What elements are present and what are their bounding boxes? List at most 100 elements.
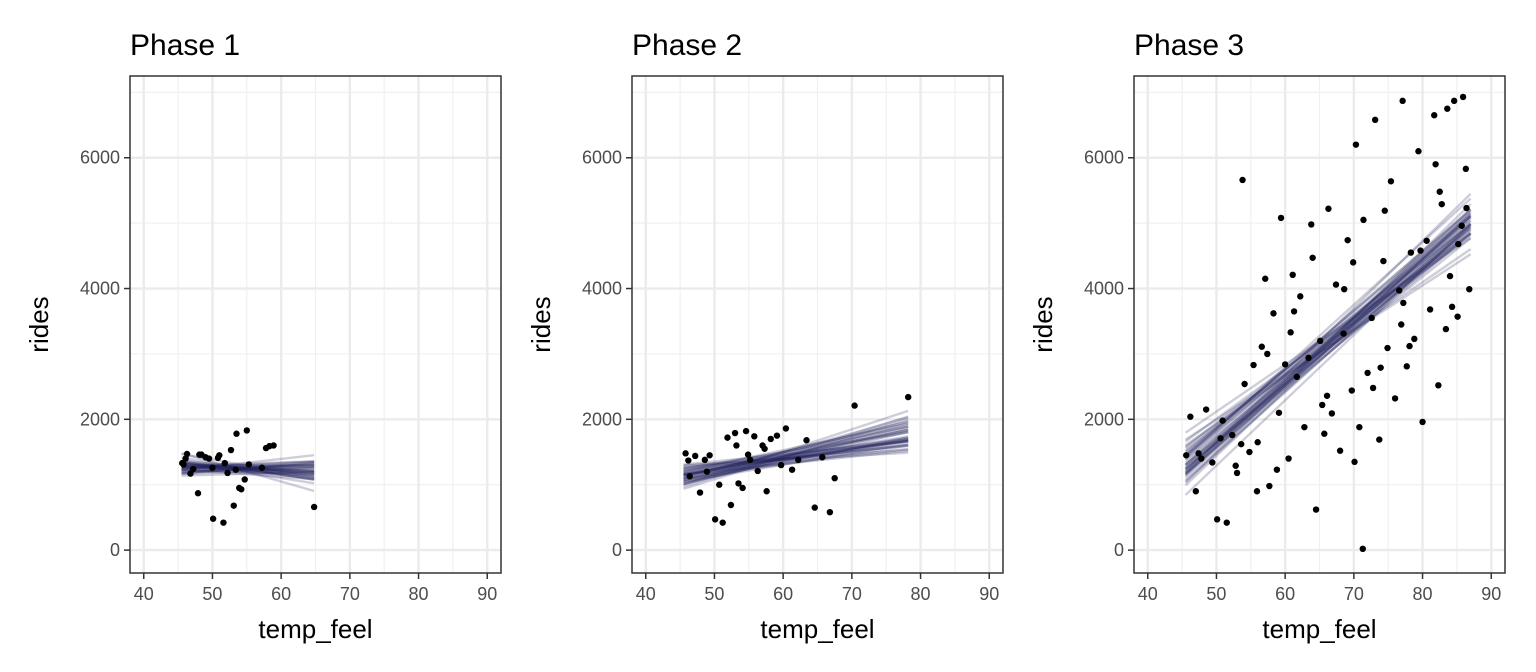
data-point: [1319, 401, 1326, 409]
data-point: [1399, 97, 1406, 105]
data-point: [703, 468, 711, 475]
data-point: [1340, 330, 1347, 337]
data-point: [754, 467, 761, 475]
data-point: [1463, 204, 1470, 212]
data-point: [1275, 409, 1283, 416]
fit-line: [683, 444, 909, 471]
fit-line: [181, 466, 315, 476]
data-point: [733, 442, 740, 449]
data-point: [182, 455, 189, 462]
data-point: [1305, 354, 1312, 362]
fit-line: [1184, 227, 1472, 458]
fit-line: [181, 463, 315, 473]
y-tick-label: 4000: [1084, 279, 1124, 299]
y-tick-label: 0: [1114, 540, 1124, 560]
data-point: [221, 459, 229, 467]
fit-line: [181, 465, 315, 471]
data-point: [831, 474, 838, 482]
data-point: [1432, 161, 1439, 168]
data-point: [194, 490, 202, 497]
fit-line: [1184, 216, 1472, 472]
fit-line: [1184, 213, 1472, 470]
data-point: [1455, 240, 1462, 248]
y-tick-label: 2000: [1084, 409, 1124, 429]
fit-line: [1184, 234, 1472, 452]
x-axis-title: temp_feel: [1262, 614, 1376, 644]
y-tick-label: 2000: [80, 409, 120, 429]
phase-2-panel: Phase 2 40 50 60 70 80 90 0 2000 4000 6000 temp_fee…: [526, 29, 1004, 644]
data-point: [716, 481, 723, 488]
fit-line: [1184, 231, 1472, 467]
fit-line: [683, 435, 909, 476]
data-point: [719, 519, 726, 526]
data-point: [1316, 337, 1324, 345]
data-point: [238, 486, 245, 493]
data-point: [270, 442, 277, 449]
fit-line: [1184, 224, 1472, 470]
fit-line: [683, 449, 909, 476]
data-point: [1462, 165, 1470, 173]
fit-line: [181, 463, 315, 473]
data-point: [711, 516, 719, 523]
data-point: [1229, 431, 1236, 439]
fit-line: [181, 464, 315, 478]
data-point: [1380, 257, 1387, 265]
fit-line: [181, 466, 315, 470]
data-point: [777, 461, 785, 469]
x-tick-label: 40: [134, 584, 154, 604]
y-tick-label: 6000: [80, 148, 120, 168]
fit-line: [181, 462, 315, 475]
panel-title: Phase 2: [632, 29, 742, 62]
x-tick-label: 70: [340, 584, 360, 604]
fit-line: [181, 456, 315, 482]
fit-line: [181, 460, 315, 475]
data-point: [904, 393, 912, 401]
data-point: [1328, 410, 1336, 417]
data-point: [310, 503, 318, 511]
data-point: [685, 457, 692, 464]
data-point: [1419, 418, 1426, 426]
fit-line: [1184, 225, 1472, 483]
data-point: [1377, 364, 1384, 371]
fit-line: [683, 422, 909, 473]
data-point: [1376, 436, 1383, 443]
data-point: [1223, 519, 1230, 526]
data-point: [241, 476, 248, 483]
x-tick-label: 50: [704, 584, 724, 604]
data-point: [686, 473, 693, 480]
data-point: [1454, 313, 1461, 320]
fit-line: [1184, 197, 1472, 459]
data-point: [1359, 545, 1366, 553]
x-tick-label: 50: [202, 584, 222, 604]
data-point: [1448, 303, 1456, 311]
fit-line: [181, 469, 315, 475]
data-point: [744, 451, 752, 458]
fit-line: [181, 468, 315, 481]
fit-line: [683, 438, 909, 476]
fit-line: [181, 464, 315, 473]
fit-line: [683, 440, 909, 476]
data-point: [1270, 310, 1277, 317]
fit-line: [683, 416, 909, 482]
fit-line: [683, 439, 909, 471]
data-point: [1217, 435, 1224, 442]
data-point: [1444, 105, 1451, 112]
fit-line: [1184, 229, 1472, 471]
fit-line: [683, 428, 909, 480]
data-point: [1254, 439, 1261, 446]
fit-line: [683, 437, 909, 470]
fit-line: [683, 448, 909, 467]
data-point: [1290, 308, 1298, 315]
fit-line: [683, 444, 909, 481]
data-point: [742, 427, 750, 435]
fit-line: [1184, 223, 1472, 496]
data-point: [1336, 447, 1344, 454]
fit-line: [1184, 253, 1472, 441]
data-point: [180, 461, 187, 468]
fit-line: [683, 425, 909, 477]
data-point: [1309, 254, 1316, 261]
fit-line: [683, 442, 909, 483]
data-point: [1250, 361, 1257, 369]
data-point: [682, 450, 689, 457]
data-point: [258, 464, 266, 471]
